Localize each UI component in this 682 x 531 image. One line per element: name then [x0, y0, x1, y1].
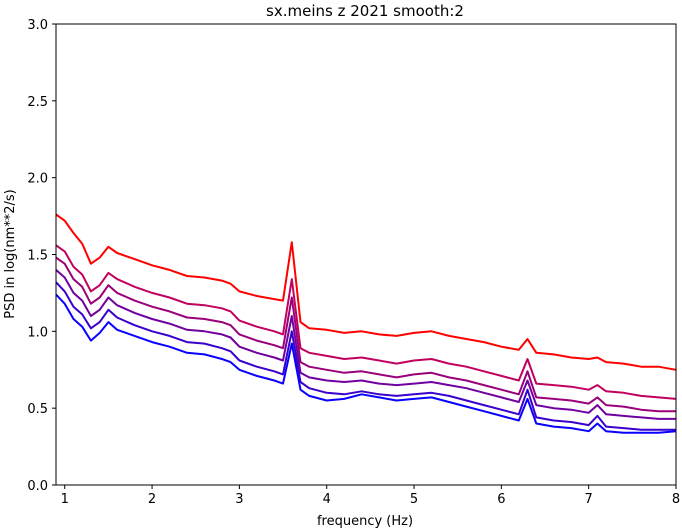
y-tick-label: 0.5 — [27, 402, 48, 417]
x-tick-label: 4 — [323, 492, 331, 507]
x-tick-label: 2 — [148, 492, 156, 507]
psd-series-line-2 — [55, 244, 677, 400]
y-tick-label: 0.0 — [27, 479, 48, 494]
y-tick-label: 3.0 — [27, 18, 48, 33]
x-tick-label: 7 — [585, 492, 593, 507]
x-tick-label: 8 — [672, 492, 680, 507]
psd-series-line-3 — [55, 256, 676, 413]
x-tick-label: 5 — [410, 492, 418, 507]
y-axis-label: PSD in log(nm**2/s) — [3, 189, 18, 319]
y-tick-label: 1.0 — [27, 325, 48, 340]
psd-series-line-4 — [55, 269, 676, 420]
chart-title: sx.meins z 2021 smooth:2 — [266, 2, 464, 20]
plot-frame — [55, 23, 677, 486]
psd-series-line-6 — [55, 293, 677, 434]
series-layer — [55, 213, 677, 434]
y-tick-label: 2.0 — [27, 172, 48, 187]
x-tick-label: 1 — [61, 492, 69, 507]
psd-series-line-1 — [55, 213, 677, 371]
x-tick-label: 3 — [235, 492, 243, 507]
tick-layer: 1 2 3 4 5 6 7 8 0.0 0.5 1.0 1.5 2.0 2.5 3.0 — [27, 18, 680, 507]
y-tick-label: 1.5 — [27, 249, 48, 264]
psd-series-line-5 — [55, 281, 676, 431]
x-tick-label: 6 — [497, 492, 505, 507]
x-axis-label: frequency (Hz) — [317, 514, 413, 529]
y-tick-label: 2.5 — [27, 95, 48, 110]
